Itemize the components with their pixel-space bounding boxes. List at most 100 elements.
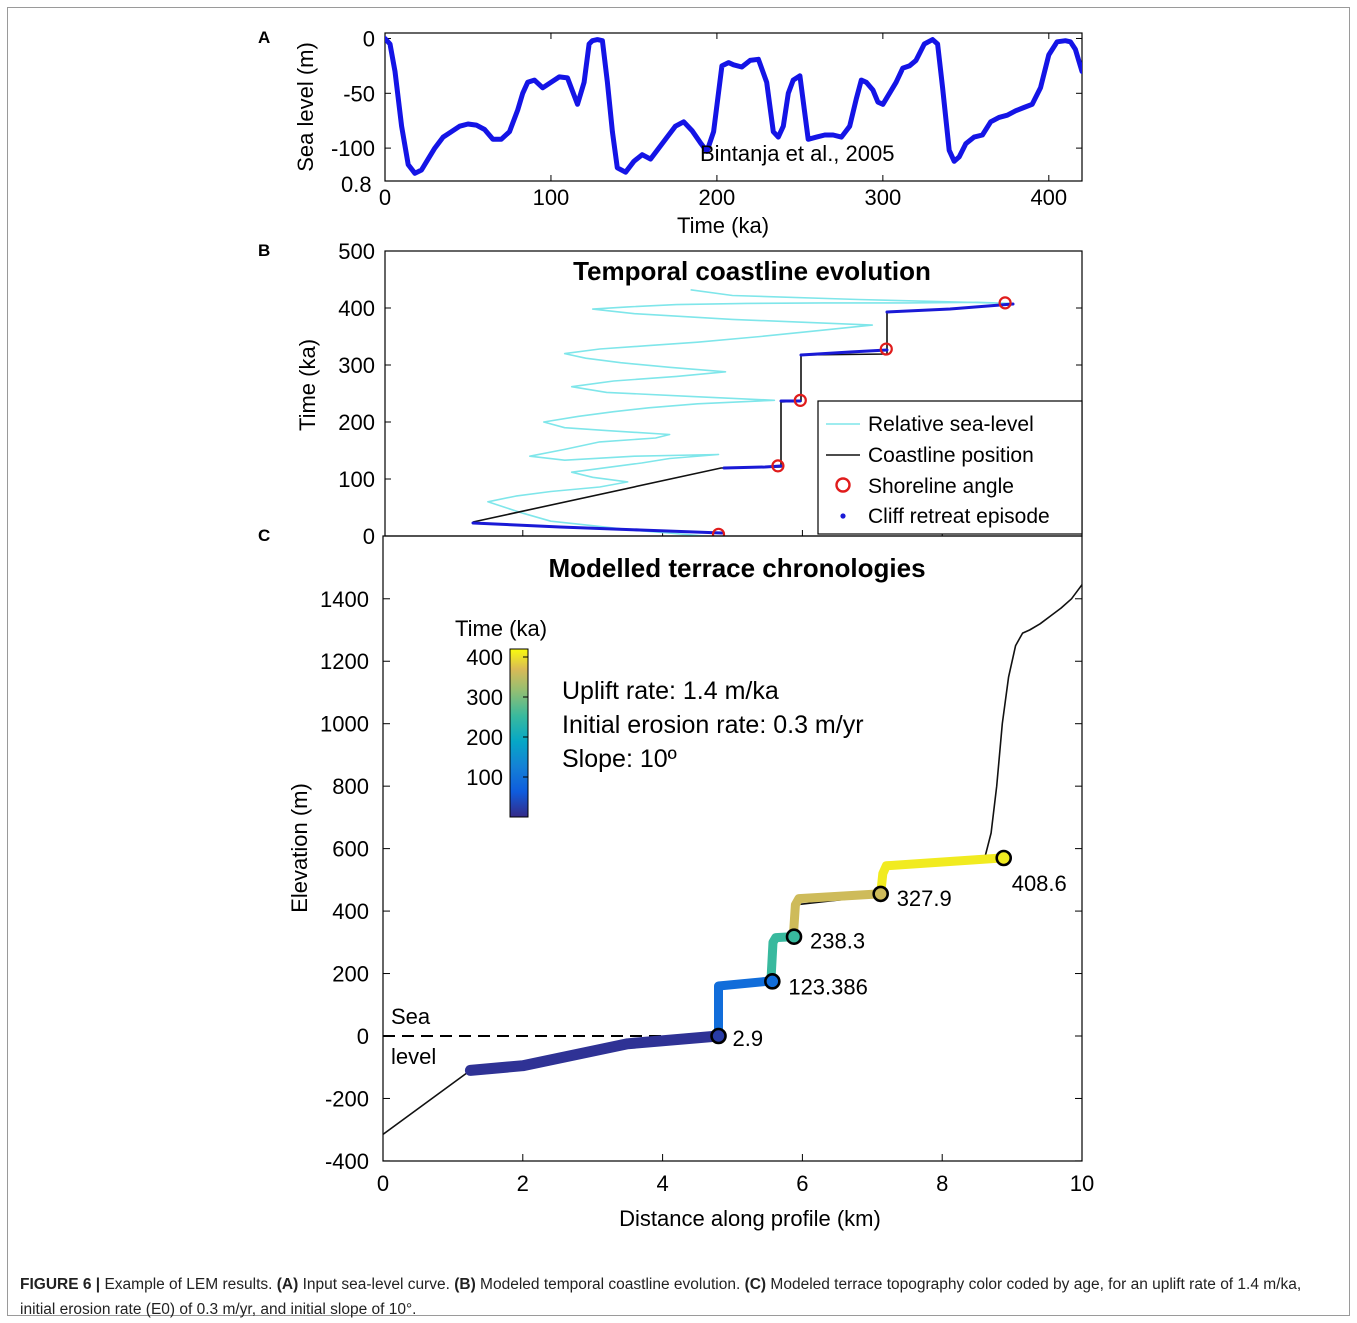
info-slope: Slope: 10º	[562, 745, 677, 773]
panel-c-age-labels: 2.9 123.386 238.3 327.9 408.6	[733, 871, 1067, 1051]
panel-b-coastline-chart: 0 100 200 300 400 500 Temporal coastline evol…	[295, 239, 1083, 549]
shoreline-angle-marker	[711, 527, 726, 536]
caption-ref-c: (C)	[744, 1276, 767, 1293]
caption-ref-b: (B)	[454, 1276, 476, 1293]
panel-b-ytick-label: 500	[338, 239, 375, 264]
terrace-age-label: 408.6	[1012, 871, 1067, 896]
terrace-shoreline-marker	[872, 885, 889, 903]
panel-c-ytick-label: -400	[325, 1149, 369, 1174]
panel-b-ticks: 0 100 200 300 400 500	[338, 239, 1082, 549]
caption-text-2: Input sea-level curve.	[298, 1276, 455, 1293]
legend-sea-level-label: Relative sea-level	[868, 413, 1034, 436]
panel-a-corner-label: 0.8	[341, 172, 372, 197]
panel-c-ytick-label: 1000	[320, 712, 369, 737]
panel-c-ytick-label: 200	[332, 962, 369, 987]
panel-c-xtick-label: 2	[517, 1171, 529, 1196]
terrace-shoreline-marker	[995, 849, 1013, 867]
panel-c-ytick-label: 1400	[320, 587, 369, 612]
panel-c-ytick-label: 400	[332, 899, 369, 924]
panel-c-xtick-label: 8	[936, 1171, 948, 1196]
legend-cliff-swatch	[840, 513, 846, 519]
panel-c-ticks: 0 2 4 6 8 10 -400 -200 0 200 400 600 800 1000 1200 1400	[320, 587, 1094, 1196]
colorbar-tick-label: 300	[466, 685, 503, 710]
colorbar-tick-label: 400	[466, 645, 503, 670]
panel-a-ytick-label: -50	[343, 81, 375, 106]
panel-c-ytick-label: -200	[325, 1086, 369, 1111]
colorbar-label: Time (ka)	[455, 616, 547, 641]
shoreline-angle-marker	[771, 459, 785, 473]
panel-b-shoreline-angles	[711, 296, 1012, 536]
panel-c-xtick-label: 0	[377, 1171, 389, 1196]
cliff-retreat-episode-1	[471, 521, 724, 535]
cliff-retreat-episode-4	[799, 348, 889, 357]
panel-a-ticks: 0 100 200 300 400 0 -50 -100	[331, 26, 1082, 210]
panel-b-ytick-label: 300	[338, 353, 375, 378]
sea-level-curve	[385, 36, 1082, 176]
age-colorbar: Time (ka) 400 300 200 100	[455, 616, 547, 818]
colorbar-gradient	[509, 648, 529, 818]
panel-a-xlabel: Time (ka)	[677, 213, 769, 238]
panel-a-ytick-label: -100	[331, 136, 375, 161]
shoreline-angle-marker	[793, 393, 807, 407]
legend-shoreline-label: Shoreline angle	[868, 475, 1014, 498]
colorbar-ticks: 400 300 200 100	[466, 645, 528, 790]
legend-cliff-label: Cliff retreat episode	[868, 505, 1050, 528]
panel-b-ytick-label: 100	[338, 467, 375, 492]
panel-c-xtick-label: 6	[796, 1171, 808, 1196]
sea-level-label-level: level	[391, 1044, 436, 1069]
panel-c-ytick-label: 600	[332, 837, 369, 862]
panel-a-xtick-label: 0	[379, 185, 391, 210]
panel-b-legend: Relative sea-level Coastline position Sh…	[817, 400, 1083, 535]
legend-shoreline-swatch	[835, 477, 851, 493]
terrace-shoreline-marker	[764, 973, 781, 990]
panel-label-a: A	[258, 28, 270, 47]
legend-box	[817, 400, 1083, 535]
terrace-segment	[464, 1030, 724, 1076]
panel-b-ytick-label: 400	[338, 296, 375, 321]
colorbar-tick-label: 100	[466, 765, 503, 790]
panel-c-title: Modelled terrace chronologies	[548, 553, 925, 583]
panel-b-title: Temporal coastline evolution	[573, 256, 931, 286]
panel-c-xtick-label: 10	[1070, 1171, 1094, 1196]
relative-sea-level-line	[487, 289, 1013, 536]
panel-a-xtick-label: 100	[533, 185, 570, 210]
caption-lead: FIGURE 6 |	[20, 1276, 101, 1293]
legend-coastline-label: Coastline position	[868, 444, 1034, 467]
cliff-retreat-episode-2	[722, 464, 783, 470]
panel-c-xlabel: Distance along profile (km)	[619, 1206, 881, 1231]
panel-a-ytick-label: 0	[363, 26, 375, 51]
panel-c-ylabel: Elevation (m)	[287, 783, 312, 913]
cliff-retreat-episode-5	[885, 302, 1015, 314]
figure-frame	[7, 7, 1350, 1316]
info-uplift-rate: Uplift rate: 1.4 m/ka	[562, 677, 779, 705]
panel-c-ytick-label: 800	[332, 774, 369, 799]
panel-a-xtick-label: 200	[699, 185, 736, 210]
panel-a-axes-box	[384, 32, 1083, 182]
figure-caption: FIGURE 6 | Example of LEM results. (A) I…	[20, 1272, 1338, 1322]
terrace-age-label: 2.9	[733, 1026, 764, 1051]
colorbar-tick-label: 200	[466, 725, 503, 750]
panel-a-annotation: Bintanja et al., 2005	[700, 141, 894, 166]
terrace-age-label: 238.3	[810, 929, 865, 954]
panel-label-c: C	[258, 526, 270, 545]
terrace-shoreline-marker	[710, 1027, 727, 1045]
panel-a-xtick-label: 300	[864, 185, 901, 210]
panel-c-terrace-chart: 0 2 4 6 8 10 -400 -200 0 200 400 600 800 1000 1200 1400…	[287, 535, 1094, 1231]
panel-b-ylabel: Time (ka)	[295, 339, 320, 431]
caption-text-3: Modeled temporal coastline evolution.	[475, 1276, 745, 1293]
caption-text-4: Modeled terrace topography color coded b…	[20, 1276, 1302, 1318]
caption-ref-a: (A)	[276, 1276, 299, 1293]
terrace-age-label: 327.9	[897, 886, 952, 911]
shoreline-angle-marker	[879, 342, 893, 356]
panel-label-b: B	[258, 241, 270, 260]
panel-b-ytick-label: 0	[363, 524, 375, 549]
panel-a-ylabel: Sea level (m)	[293, 42, 318, 172]
cliff-retreat-episodes	[471, 302, 1015, 535]
sea-level-label-sea: Sea	[391, 1004, 431, 1029]
terrace-shoreline-marker	[785, 928, 803, 945]
panel-c-ytick-label: 1200	[320, 649, 369, 674]
info-erosion-rate: Initial erosion rate: 0.3 m/yr	[562, 711, 864, 739]
caption-text-1: Example of LEM results.	[100, 1276, 277, 1293]
panel-c-ytick-label: 0	[357, 1024, 369, 1049]
